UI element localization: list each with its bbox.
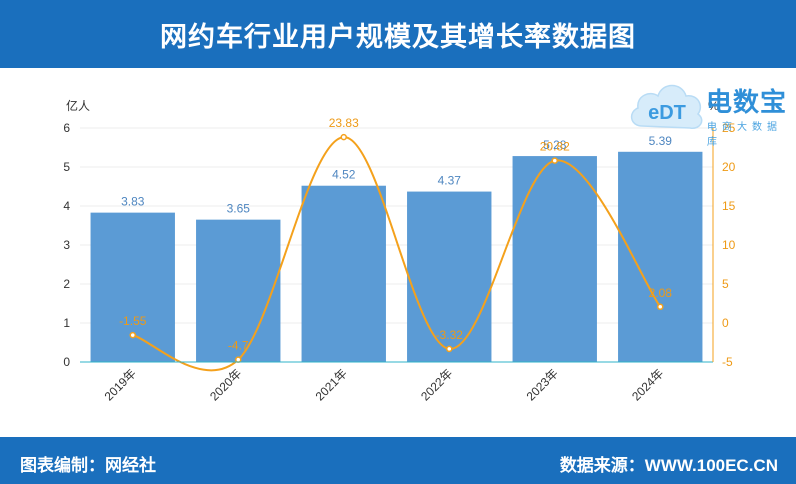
bar-value-label: 4.37 [438, 174, 462, 188]
y-tick-label: 4 [63, 199, 70, 213]
line-value-label: 2.08 [649, 286, 673, 300]
grid-lines [80, 127, 713, 324]
x-tick-label: 2024年 [629, 366, 666, 403]
y-right-tick-label: 20 [722, 160, 736, 174]
bar-value-label: 4.52 [332, 168, 356, 182]
y-right-axis-title: % [708, 99, 719, 113]
y-axis-title: 亿人 [66, 98, 90, 113]
logo: eDT 电数宝 电商大数据库 [628, 72, 796, 148]
line-point [129, 331, 136, 339]
bar-value-label: 5.28 [543, 138, 567, 152]
logo-subtitle: 电商大数据库 [707, 122, 782, 148]
y-right-tick-label: 25 [722, 121, 736, 135]
bar [407, 191, 492, 362]
y-tick-label: 5 [63, 160, 70, 174]
bar [301, 185, 386, 362]
growth-rate-points [129, 133, 664, 363]
line-value-label: 20.82 [540, 140, 570, 154]
y-right-tick-label: 15 [722, 199, 736, 213]
line-point [551, 157, 558, 164]
header-bar: 网约车行业用户规模及其增长率数据图 [0, 0, 796, 68]
x-tick-label: 2023年 [524, 366, 561, 403]
line-point [235, 356, 242, 363]
y-right-tick-label: 10 [722, 238, 736, 252]
bar-value-label: 5.39 [649, 134, 673, 148]
line-value-label: -3.32 [436, 328, 464, 342]
bar [196, 219, 281, 362]
line-value-label: -4.7 [228, 339, 249, 353]
cloud-logo-icon: eDT [630, 84, 703, 129]
x-tick-label: 2019年 [102, 366, 139, 403]
line-point [446, 345, 453, 353]
x-tick-label: 2022年 [418, 366, 455, 403]
y-right-tick-label: -5 [722, 355, 733, 369]
bar [90, 212, 175, 362]
chart-title: 网约车行业用户规模及其增长率数据图 [160, 21, 636, 52]
x-tick-label: 2021年 [313, 366, 350, 403]
line-value-label: 23.83 [329, 116, 359, 130]
line-point [340, 133, 347, 141]
y-right-tick-label: 5 [722, 277, 729, 291]
x-tick-label: 2020年 [207, 366, 244, 403]
footer-bar: 图表编制：网经社 数据来源：WWW.100EC.CN [0, 437, 796, 484]
data-labels: 3.83 3.65 4.52 4.37 5.28 5.39 -1.55 -4.7 23.83 -3… [119, 116, 672, 353]
y-tick-label: 0 [63, 355, 70, 369]
bar [512, 156, 597, 362]
logo-brand: 电数宝 [706, 87, 788, 117]
y-tick-label: 2 [63, 277, 70, 291]
footer-credit: 图表编制：网经社 [20, 456, 156, 475]
chart-canvas: 3.83 3.65 4.52 4.37 5.28 5.39 -1.55 -4.7 23.83 -3… [63, 98, 736, 403]
y-right-tick-label: 0 [722, 316, 729, 330]
y-tick-label: 3 [63, 238, 70, 252]
line-point [657, 303, 664, 311]
y-tick-label: 6 [63, 121, 70, 135]
bar [618, 151, 703, 362]
bar-value-label: 3.65 [227, 202, 251, 216]
y-tick-label: 1 [63, 316, 70, 330]
line-value-label: -1.55 [119, 314, 147, 328]
bar-value-label: 3.83 [121, 195, 145, 209]
footer-source: 数据来源：WWW.100EC.CN [559, 456, 778, 475]
logo-badge-text: eDT [648, 102, 686, 124]
bar-series [90, 151, 703, 362]
